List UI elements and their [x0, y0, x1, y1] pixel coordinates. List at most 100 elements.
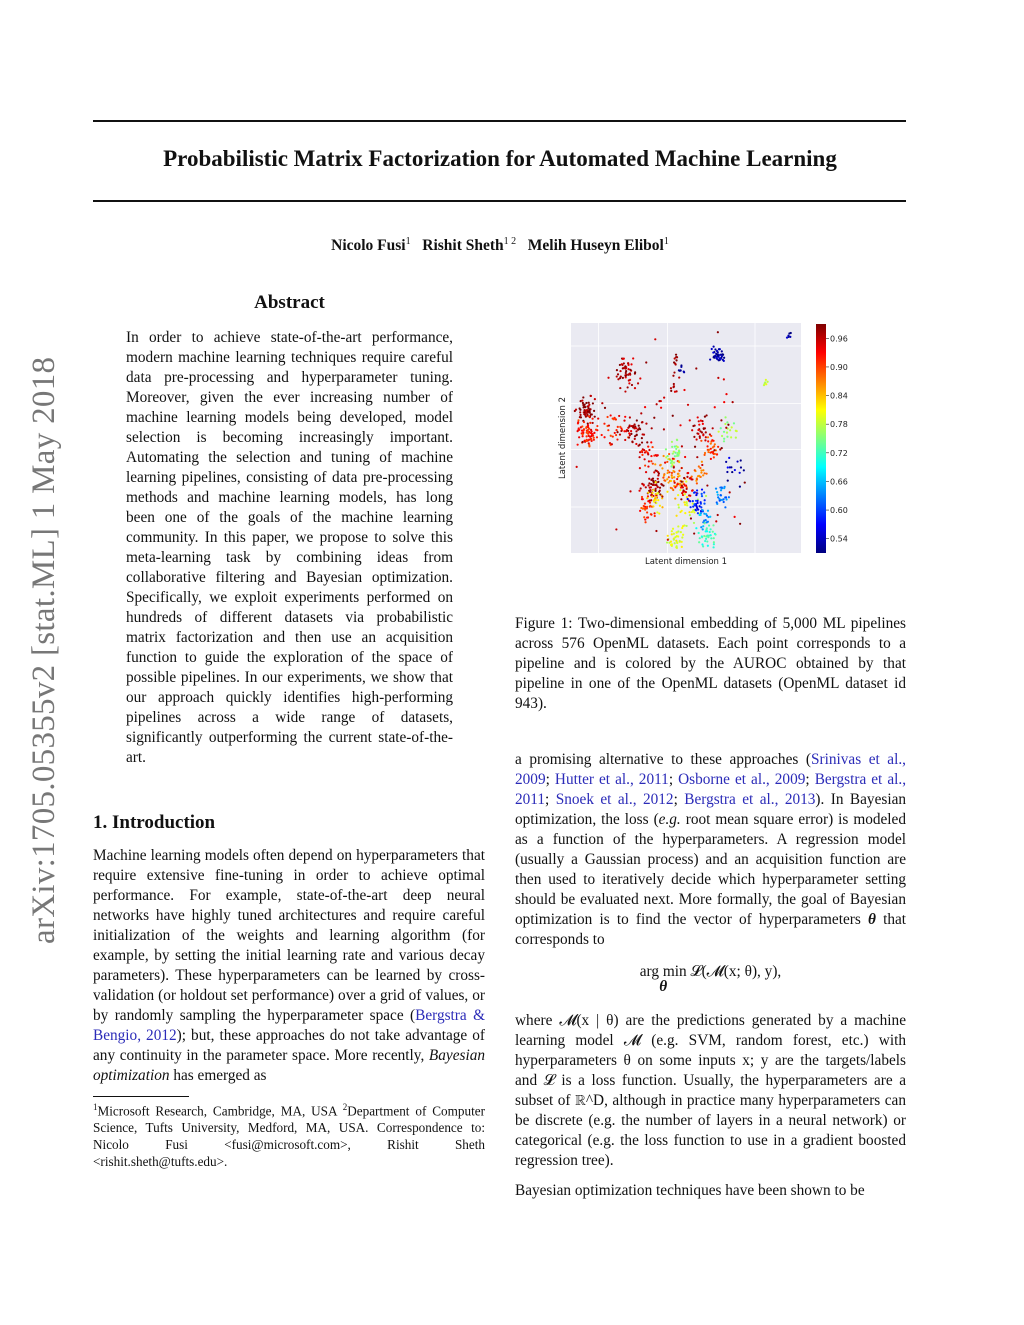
data-point [610, 443, 613, 446]
data-point [581, 440, 584, 444]
citation-link[interactable]: Osborne et al., 2009 [678, 771, 806, 788]
data-point [613, 416, 616, 419]
citation-link[interactable]: Bergstra et al., 2011 [515, 771, 907, 808]
data-point [698, 423, 701, 426]
data-point [672, 386, 675, 389]
data-point [730, 436, 733, 439]
data-point [670, 389, 673, 392]
data-point [716, 502, 719, 505]
data-point [643, 406, 647, 409]
data-point [654, 469, 657, 472]
data-point [701, 509, 704, 512]
citation-link[interactable]: Snoek et al., 2012 [555, 791, 674, 808]
data-point [650, 454, 653, 458]
data-point [703, 502, 706, 505]
data-point [683, 493, 686, 496]
data-point [719, 357, 722, 361]
data-point [583, 405, 586, 408]
data-point [700, 471, 703, 474]
data-point [638, 467, 642, 470]
data-point [658, 400, 661, 403]
citation-link[interactable]: Hutter et al., 2011 [554, 771, 669, 788]
data-point [723, 487, 726, 490]
data-point [693, 503, 696, 506]
data-point [682, 533, 685, 536]
data-point [663, 396, 666, 399]
data-point [695, 438, 698, 441]
data-point [655, 501, 658, 505]
data-point [622, 357, 625, 360]
data-point [697, 531, 700, 535]
data-point [699, 466, 702, 470]
data-point [616, 373, 620, 376]
data-point [670, 462, 673, 465]
data-point [654, 481, 657, 484]
data-point [785, 336, 789, 339]
colorbar-tick-label: 0.72 [830, 449, 848, 458]
text: ). In Bayesian optimization, the loss ( [515, 791, 907, 828]
data-point [630, 432, 633, 435]
data-point [662, 484, 665, 487]
data-point [712, 450, 715, 453]
data-point [632, 426, 635, 429]
data-point [735, 430, 738, 433]
data-point [702, 433, 705, 436]
data-point [703, 453, 706, 456]
data-point [593, 415, 596, 418]
data-point [713, 443, 716, 446]
data-point [692, 505, 695, 508]
data-point [581, 435, 584, 438]
data-point [638, 451, 642, 454]
data-point [652, 483, 655, 486]
data-point [668, 471, 671, 474]
data-point [739, 522, 742, 525]
data-point [728, 491, 731, 494]
data-point [679, 510, 682, 514]
data-point [676, 477, 679, 481]
data-point [671, 457, 675, 460]
data-point [635, 427, 638, 430]
footnote: 1Microsoft Research, Cambridge, MA, USA … [93, 1099, 485, 1170]
citation-link[interactable]: Bergstra & Bengio, 2012 [93, 1007, 485, 1044]
data-point [582, 431, 585, 434]
data-point [653, 514, 656, 518]
data-point [640, 450, 643, 453]
data-point [692, 508, 695, 512]
data-point [675, 447, 678, 451]
data-point [635, 442, 638, 446]
data-point [675, 545, 678, 548]
data-point [713, 449, 716, 452]
citation-link[interactable]: Srinivas et al., 2009 [515, 751, 906, 788]
data-point [705, 527, 708, 530]
citation-link[interactable]: Bergstra et al., 2013 [684, 791, 816, 808]
data-point [585, 439, 588, 443]
data-point [698, 541, 701, 544]
data-point [575, 465, 578, 468]
data-point [712, 351, 715, 354]
data-point [654, 463, 657, 466]
data-point [662, 474, 666, 477]
data-point [614, 433, 618, 437]
data-point [726, 466, 729, 469]
data-point [765, 383, 768, 386]
data-point [679, 369, 682, 372]
data-point [702, 469, 705, 472]
data-point [624, 365, 627, 368]
data-point [616, 438, 619, 441]
data-point [672, 538, 675, 541]
data-point [588, 408, 591, 411]
data-point [579, 413, 582, 417]
data-point [624, 376, 627, 379]
data-point [700, 495, 704, 498]
data-point [704, 519, 707, 522]
data-point [711, 530, 714, 533]
data-point [731, 400, 734, 404]
data-point [672, 488, 675, 492]
fn-mark: 1 [93, 1102, 98, 1112]
data-point [688, 494, 691, 497]
data-point [689, 517, 693, 520]
data-point [646, 441, 649, 444]
data-point [616, 425, 619, 428]
data-point [713, 406, 716, 409]
data-point [699, 501, 702, 504]
